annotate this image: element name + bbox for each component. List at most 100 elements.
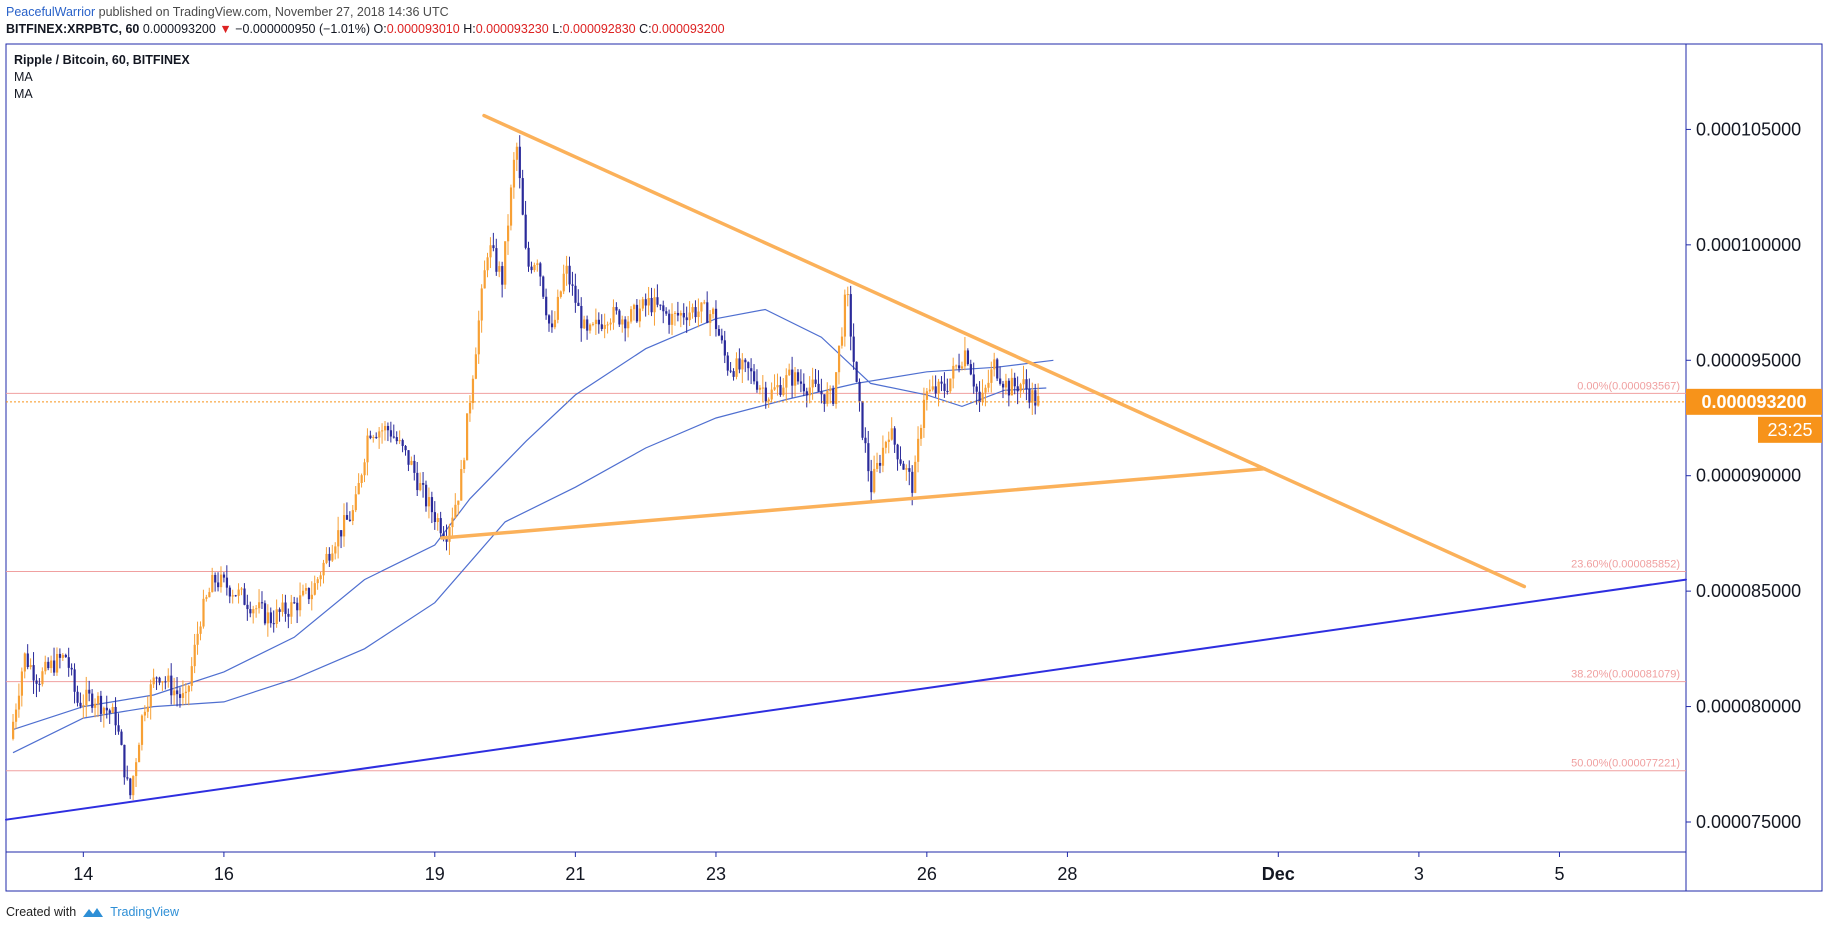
- candle-body: [228, 587, 231, 597]
- candle-body: [694, 307, 697, 318]
- candle-body: [984, 387, 987, 393]
- candle-body: [925, 391, 929, 400]
- candle-body: [498, 266, 501, 272]
- candle-body: [530, 266, 533, 271]
- candle-body: [811, 379, 814, 388]
- candle-body: [366, 435, 369, 463]
- candle-body: [682, 312, 685, 318]
- candle-body: [565, 265, 568, 274]
- candle-body: [890, 428, 893, 440]
- candle-body: [899, 459, 902, 464]
- trendlines[interactable]: [5, 113, 1687, 821]
- candle-body: [483, 270, 486, 289]
- candle-body: [222, 574, 226, 578]
- candle-body: [665, 311, 668, 314]
- candle-body: [706, 302, 709, 323]
- candle-body: [395, 437, 398, 442]
- candle-body: [937, 381, 940, 394]
- candle-body: [375, 436, 378, 438]
- candle-body: [969, 364, 972, 375]
- candle-body: [1037, 396, 1040, 406]
- candle-body: [389, 430, 393, 437]
- candle-body: [770, 389, 773, 400]
- candle-body: [290, 602, 293, 617]
- candle-body: [123, 744, 126, 778]
- candle-body: [454, 504, 457, 518]
- y-tick-label: 0.000100000: [1696, 235, 1801, 255]
- candle-body: [753, 371, 756, 382]
- candle-body: [299, 595, 302, 611]
- candle-body: [234, 595, 237, 597]
- y-tick-label: 0.000085000: [1696, 581, 1801, 601]
- candle-body: [91, 693, 94, 708]
- candle-body: [1034, 390, 1037, 406]
- candle-body: [685, 317, 688, 321]
- candle-body: [363, 462, 366, 476]
- candle-body: [917, 438, 920, 462]
- candle-body: [357, 482, 360, 495]
- candle-body: [673, 312, 677, 314]
- candle-body: [627, 321, 630, 329]
- trendline-ascending-support: [440, 467, 1266, 540]
- candle-body: [404, 445, 407, 451]
- candle-body: [600, 324, 603, 329]
- x-tick-label: Dec: [1262, 864, 1295, 884]
- candle-body: [928, 389, 931, 392]
- candle-body: [111, 706, 114, 713]
- price-axis[interactable]: 0.000075000 0.000080000 0.000085000 0.00009…: [1686, 119, 1801, 832]
- candle-body: [709, 314, 712, 323]
- candle-body: [808, 387, 811, 396]
- candle-body: [348, 519, 352, 521]
- candle-body: [419, 483, 422, 491]
- x-tick-label: 26: [917, 864, 937, 884]
- candle-body: [495, 248, 498, 272]
- candle-body: [893, 428, 896, 445]
- candle-body: [398, 440, 401, 442]
- candle-body: [521, 178, 524, 215]
- candle-body: [249, 609, 252, 614]
- candle-body: [712, 308, 715, 315]
- candle-body: [949, 378, 952, 392]
- candle-body: [64, 654, 67, 658]
- candle-body: [12, 721, 15, 739]
- candle-body: [981, 392, 984, 403]
- candle-body: [258, 602, 261, 609]
- candle-body: [591, 323, 595, 325]
- candle-body: [137, 744, 141, 763]
- candle-body: [999, 378, 1002, 384]
- candle-body: [386, 425, 390, 431]
- candle-body: [369, 435, 372, 439]
- author-link[interactable]: PeacefulWarrior: [6, 5, 96, 19]
- time-axis[interactable]: 14 16 19 21 23 26 28 Dec 3 5: [73, 852, 1564, 884]
- candle-body: [146, 706, 149, 712]
- x-tick-label: 28: [1057, 864, 1077, 884]
- candle-body: [548, 315, 551, 324]
- fib-level-label: 38.20%(0.000081079): [1571, 669, 1680, 681]
- candle-body: [644, 299, 647, 306]
- candle-body: [105, 707, 108, 711]
- candle-body: [805, 391, 808, 396]
- fib-level-label: 0.00%(0.000093567): [1577, 380, 1680, 392]
- legend-ma-1[interactable]: MA: [14, 70, 33, 84]
- candle-body: [436, 518, 439, 522]
- candle-body: [873, 468, 876, 493]
- candle-body: [50, 660, 53, 669]
- tradingview-link[interactable]: TradingView: [110, 905, 179, 919]
- candle-body: [410, 460, 413, 465]
- candle-body: [574, 285, 577, 303]
- candle-body: [140, 715, 144, 745]
- candle-body: [963, 350, 967, 367]
- candle-body: [442, 533, 445, 539]
- candle-body: [1016, 386, 1019, 392]
- candle-body: [586, 319, 589, 331]
- candle-body: [392, 436, 395, 438]
- candle-body: [618, 310, 621, 325]
- candle-body: [1007, 380, 1011, 396]
- candle-body: [539, 263, 542, 277]
- candle-body: [38, 683, 41, 685]
- candle-body: [202, 598, 205, 627]
- candle-body: [943, 383, 946, 391]
- candle-body: [993, 359, 996, 370]
- legend-ma-2[interactable]: MA: [14, 87, 33, 101]
